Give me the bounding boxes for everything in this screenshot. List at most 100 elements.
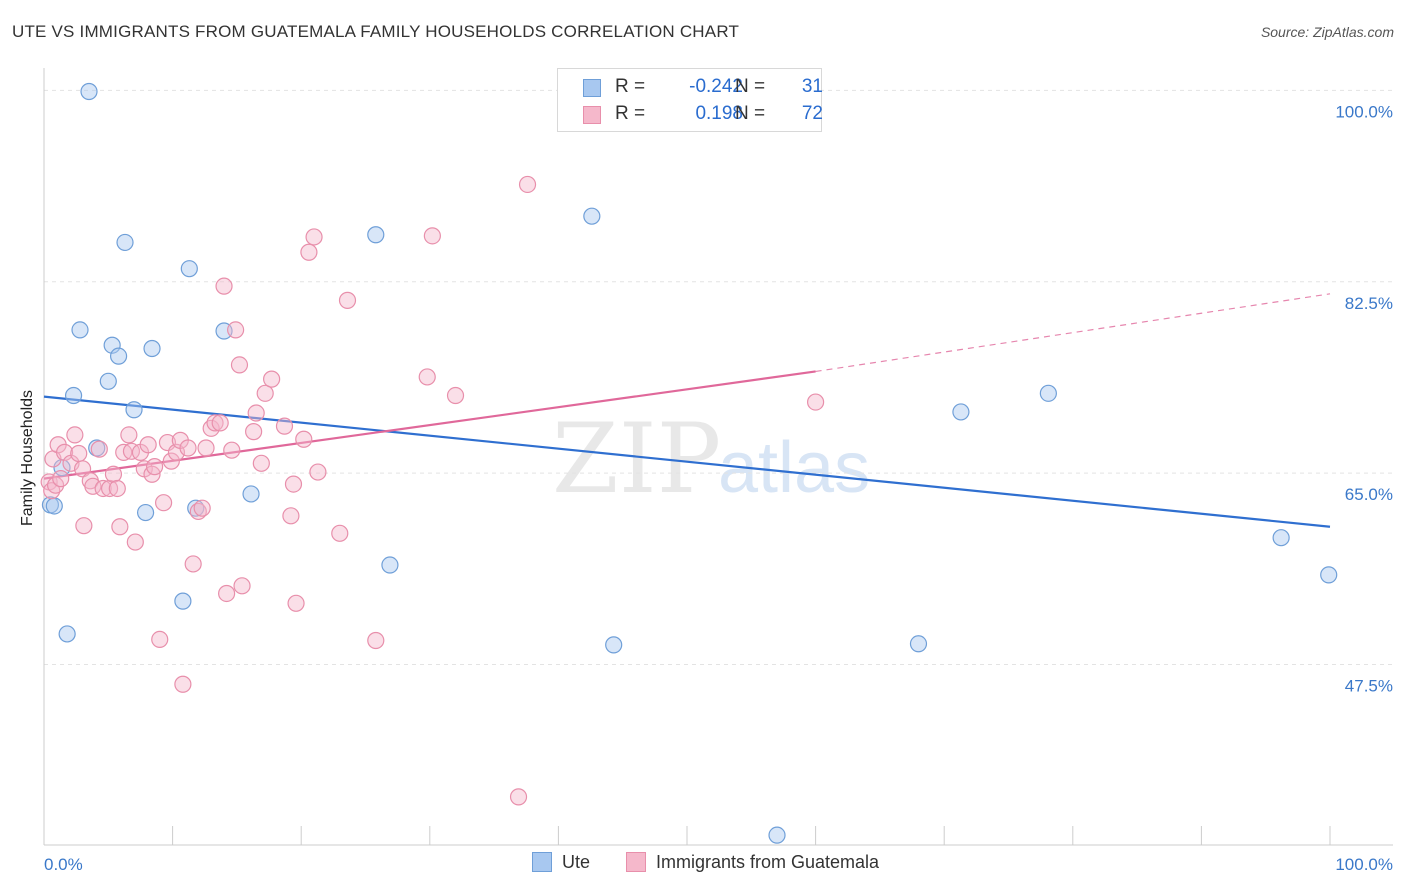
guatemala-point bbox=[230, 356, 249, 374]
ute-point bbox=[909, 635, 928, 653]
ute-point bbox=[99, 372, 117, 390]
ute-point bbox=[605, 636, 623, 654]
chart-title: UTE VS IMMIGRANTS FROM GUATEMALA FAMILY … bbox=[12, 22, 740, 41]
legend-n-label: N = bbox=[735, 103, 766, 124]
y-tick-label: 65.0% bbox=[1345, 485, 1393, 504]
guatemala-point bbox=[252, 454, 270, 472]
ute-point bbox=[242, 485, 260, 503]
legend-swatch-ute bbox=[583, 79, 601, 97]
ute-point bbox=[116, 233, 134, 252]
guatemala-point bbox=[331, 524, 349, 542]
ute-point bbox=[952, 403, 970, 421]
source-label: Source: ZipAtlas.com bbox=[1260, 24, 1394, 40]
guatemala-point bbox=[126, 533, 144, 551]
ute-point bbox=[367, 226, 385, 244]
legend-n-label: N = bbox=[735, 76, 766, 97]
legend-r-value: 0.198 bbox=[695, 103, 743, 124]
bottom-legend-ute: Ute bbox=[532, 852, 590, 873]
guatemala-point bbox=[446, 386, 465, 405]
ute-point bbox=[71, 321, 89, 339]
axis-layer bbox=[43, 68, 1393, 846]
bottom-legend-swatch-ute bbox=[532, 852, 552, 872]
y-tick-label: 100.0% bbox=[1335, 102, 1393, 121]
ute-point bbox=[583, 207, 601, 225]
guatemala-point bbox=[162, 452, 180, 470]
correlation-legend: R = -0.242 N = 31 R = 0.198 N = 72 bbox=[557, 68, 823, 132]
guatemala-point bbox=[233, 577, 251, 595]
guatemala-point bbox=[179, 439, 197, 457]
guatemala-point bbox=[211, 414, 229, 432]
guatemala-point bbox=[197, 439, 215, 457]
guatemala-point bbox=[518, 175, 537, 194]
ute-trend-line bbox=[43, 395, 1331, 528]
ute-point bbox=[174, 592, 192, 610]
guatemala-point bbox=[108, 479, 126, 498]
legend-r-value: -0.242 bbox=[689, 76, 743, 97]
guatemala-point bbox=[104, 465, 123, 483]
points-layer bbox=[40, 82, 1338, 844]
guatemala-point bbox=[84, 477, 102, 495]
guatemala-point bbox=[184, 555, 202, 573]
guatemala-point bbox=[227, 321, 245, 339]
guatemala-point bbox=[218, 584, 236, 603]
legend-n-value: 72 bbox=[801, 103, 823, 124]
ute-point bbox=[143, 339, 161, 358]
guatemala-point bbox=[111, 518, 129, 536]
legend-r-label: R = bbox=[615, 76, 646, 97]
guatemala-point bbox=[263, 370, 281, 388]
ute-point bbox=[109, 347, 128, 365]
guatemala-point bbox=[120, 426, 138, 444]
bottom-legend-label-ute: Ute bbox=[562, 852, 591, 872]
guatemala-point bbox=[282, 507, 300, 525]
guatemala-point bbox=[154, 494, 173, 512]
guatemala-point bbox=[75, 517, 93, 535]
ute-point bbox=[381, 556, 399, 574]
bottom-legend-label-guatemala: Immigrants from Guatemala bbox=[656, 852, 880, 872]
ute-point bbox=[64, 386, 83, 405]
guatemala-point bbox=[287, 594, 305, 612]
guatemala-point bbox=[367, 631, 385, 650]
guatemala-point bbox=[300, 243, 318, 261]
ute-point bbox=[1272, 529, 1290, 547]
ute-point bbox=[1039, 384, 1057, 402]
x-tick-label-max: 100.0% bbox=[1335, 855, 1393, 874]
guatemala-trend-line bbox=[43, 370, 816, 480]
guatemala-point bbox=[245, 423, 263, 441]
guatemala-point bbox=[418, 368, 436, 386]
guatemala-point bbox=[206, 414, 224, 432]
guatemala-point bbox=[193, 499, 211, 517]
guatemala-trend-extension bbox=[815, 293, 1331, 373]
guatemala-point bbox=[223, 441, 241, 459]
legend-n-value: 31 bbox=[801, 76, 823, 97]
guatemala-point bbox=[247, 404, 265, 422]
ute-point bbox=[768, 826, 786, 844]
guatemala-point bbox=[73, 460, 92, 478]
guatemala-point bbox=[305, 228, 323, 246]
ute-point bbox=[45, 497, 63, 515]
guatemala-point bbox=[806, 393, 825, 411]
bottom-legend-swatch-guatemala bbox=[626, 852, 646, 872]
guatemala-point bbox=[145, 458, 164, 476]
legend-swatch-guatemala bbox=[583, 106, 601, 124]
guatemala-point bbox=[256, 384, 274, 402]
ute-point bbox=[103, 336, 121, 354]
ute-point bbox=[1320, 566, 1338, 584]
guatemala-point bbox=[174, 675, 192, 693]
y-tick-label: 47.5% bbox=[1345, 677, 1393, 696]
guatemala-point bbox=[70, 444, 88, 463]
guatemala-point bbox=[215, 277, 233, 295]
guatemala-point bbox=[139, 436, 157, 454]
guatemala-point bbox=[90, 440, 108, 458]
ute-point bbox=[80, 82, 98, 101]
guatemala-point bbox=[338, 291, 357, 309]
tick-label-layer: 47.5% 65.0% 82.5% 100.0% 0.0% 100.0% bbox=[44, 102, 1393, 874]
guatemala-point bbox=[55, 443, 74, 461]
ute-point bbox=[125, 401, 143, 419]
ute-point bbox=[136, 503, 155, 522]
guatemala-point bbox=[66, 426, 84, 444]
ute-point bbox=[58, 625, 76, 643]
watermark-zip: ZIP bbox=[552, 403, 721, 515]
guatemala-point bbox=[52, 470, 70, 488]
y-tick-label: 82.5% bbox=[1345, 294, 1393, 313]
